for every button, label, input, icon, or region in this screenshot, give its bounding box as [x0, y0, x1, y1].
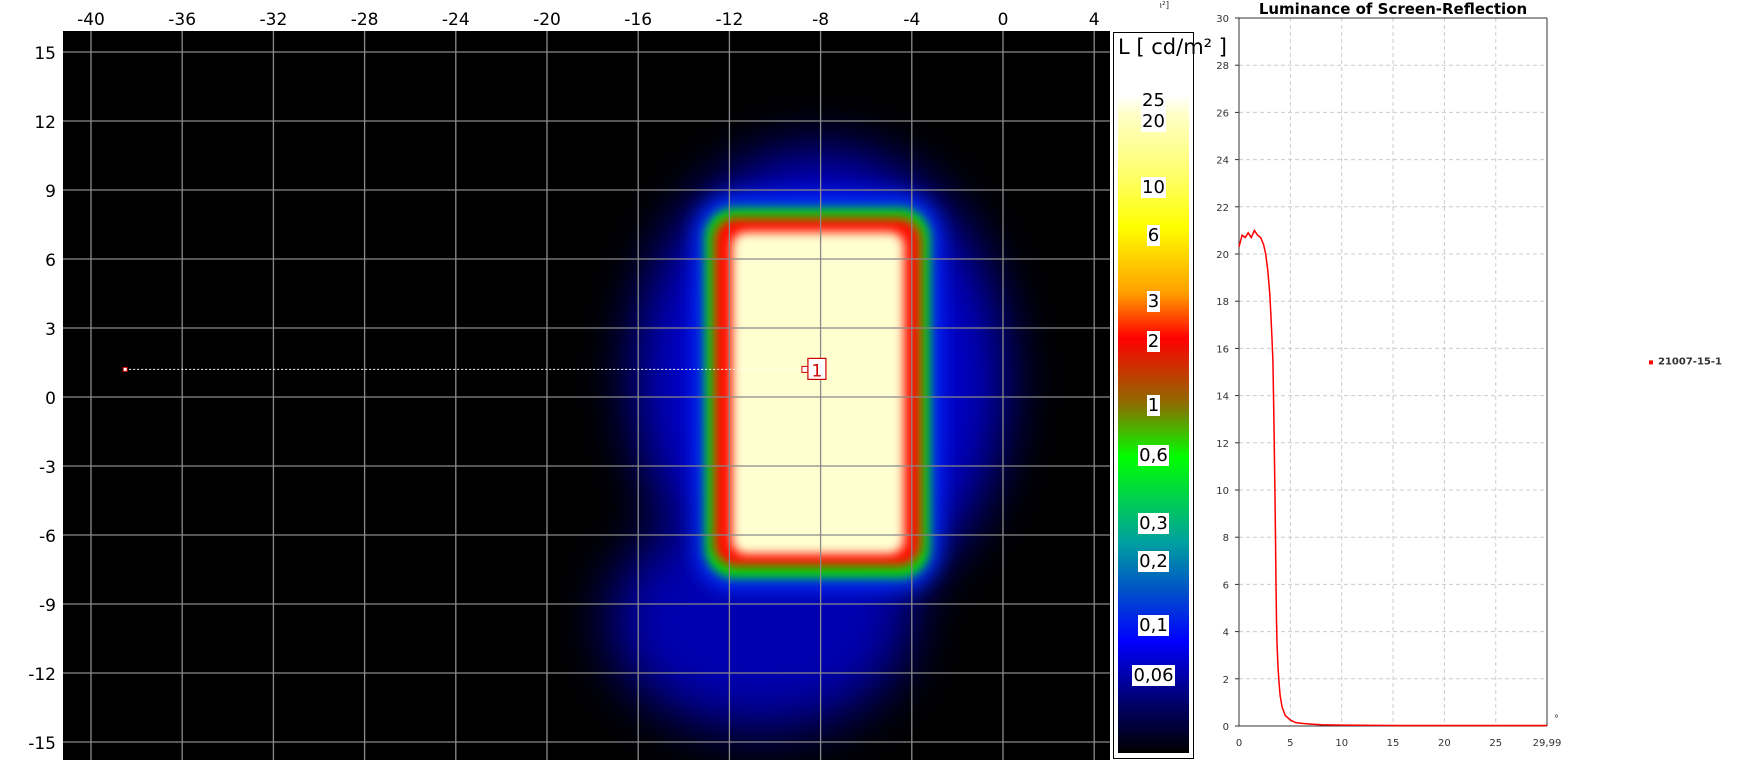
colorbar-label-text: 0,6 — [1138, 445, 1169, 466]
y-tick-label: 6 — [45, 251, 56, 271]
x-tick-label: 29,99 — [1533, 738, 1562, 749]
x-tick-label: 25 — [1489, 738, 1502, 749]
y-tick-label: 26 — [1216, 108, 1229, 119]
colorbar-label-text: 6 — [1146, 225, 1161, 246]
colorbar-label: 0,1 — [1114, 615, 1193, 636]
series-line-21007-15-1 — [1238, 228, 1547, 727]
heatmap-grid — [63, 31, 1110, 760]
line-start-handle[interactable] — [122, 366, 128, 372]
x-tick-label: 0 — [998, 10, 1009, 30]
y-tick-label: 6 — [1223, 580, 1229, 591]
luminance-heatmap: -40 -36 -32 -28 -24 -20 -16 -12 -8 -4 0 415129630-3… — [28, 10, 1110, 760]
y-tick-label: 10 — [1216, 486, 1229, 497]
colorbar-label: 25 — [1114, 90, 1193, 111]
x-tick-label: 20 — [1438, 738, 1451, 749]
x-axis-unit: ° — [1554, 714, 1559, 725]
x-tick-label: -20 — [533, 10, 561, 30]
colorbar-label: 10 — [1114, 177, 1193, 198]
colorbar-label: 2 — [1114, 331, 1193, 352]
y-tick-label: 18 — [1216, 297, 1229, 308]
x-tick-label: 15 — [1387, 738, 1400, 749]
x-tick-label: -12 — [716, 10, 744, 30]
colorbar-label: 6 — [1114, 225, 1193, 246]
y-tick-label: 9 — [45, 182, 56, 202]
colorbar-label-text: 0,1 — [1138, 615, 1169, 636]
colorbar-label-text: 1 — [1146, 395, 1161, 416]
legend-entry: 21007-15-1 — [1658, 356, 1722, 367]
y-axis-label: L[cd/m²] — [1160, 1, 1169, 11]
colorbar-label: 20 — [1114, 111, 1193, 132]
x-tick-label: -4 — [903, 10, 920, 30]
colorbar-label-text: 0,2 — [1138, 551, 1169, 572]
colorbar: L [ cd/m² ] 25 20 10 6 3 2 1 0,6 0,3 0,2 0,1 0,06 — [1113, 32, 1227, 759]
y-tick-label: 24 — [1216, 156, 1229, 167]
colorbar-label: 0,6 — [1114, 445, 1193, 466]
colorbar-label-text: 0,3 — [1138, 513, 1169, 534]
colorbar-label: 1 — [1114, 395, 1193, 416]
y-tick-label: 8 — [1223, 533, 1229, 544]
x-tick-label: -36 — [168, 10, 196, 30]
colorbar-label: 0,06 — [1114, 665, 1193, 686]
y-tick-label: 22 — [1216, 203, 1229, 214]
y-tick-label: 12 — [34, 113, 56, 133]
line-end-handle[interactable] — [801, 365, 809, 373]
y-tick-label: 15 — [34, 44, 56, 64]
y-tick-label: 28 — [1216, 61, 1229, 72]
y-tick-label: 0 — [1223, 722, 1229, 733]
x-tick-label: 5 — [1287, 738, 1293, 749]
x-tick-label: -24 — [442, 10, 470, 30]
measurement-line-1: 1 — [122, 357, 827, 381]
colorbar-gradient — [1118, 95, 1189, 753]
x-tick-label: -32 — [260, 10, 288, 30]
y-tick-label: -15 — [28, 734, 56, 754]
colorbar-label-text: 10 — [1141, 177, 1166, 198]
colorbar-label: 3 — [1114, 291, 1193, 312]
colorbar-label-text: 20 — [1141, 111, 1166, 132]
colorbar-label-text: 25 — [1141, 90, 1166, 111]
y-tick-label: 2 — [1223, 675, 1229, 686]
y-tick-label: -6 — [39, 527, 56, 547]
y-tick-label: 14 — [1216, 392, 1229, 403]
y-tick-label: 20 — [1216, 250, 1229, 261]
colorbar-label-text: 0,06 — [1132, 665, 1175, 686]
colorbar-label-text: 3 — [1146, 291, 1161, 312]
colorbar-label: 0,3 — [1114, 513, 1193, 534]
x-tick-label: -28 — [351, 10, 379, 30]
marker-label: 1 — [812, 361, 823, 381]
colorbar-title: L [ cd/m² ] — [1118, 35, 1227, 59]
y-tick-label: 3 — [45, 320, 56, 340]
colorbar-label: 0,2 — [1114, 551, 1193, 572]
x-tick-label: -40 — [77, 10, 105, 30]
y-tick-label: -3 — [39, 458, 56, 478]
x-tick-label: 0 — [1236, 738, 1242, 749]
y-tick-label: 30 — [1216, 14, 1229, 25]
y-tick-label: -12 — [28, 665, 56, 685]
marker-label-box[interactable] — [807, 357, 827, 380]
y-tick-label: 0 — [45, 389, 56, 409]
x-tick-label: 4 — [1089, 10, 1100, 30]
chart-title: Luminance of Screen-Reflection — [1259, 0, 1527, 18]
y-tick-label: -9 — [39, 596, 56, 616]
legend-swatch — [1649, 360, 1653, 365]
colorbar-label-text: 2 — [1146, 331, 1161, 352]
x-tick-label: 10 — [1335, 738, 1348, 749]
y-tick-label: 16 — [1216, 344, 1229, 355]
x-tick-label: -8 — [812, 10, 829, 30]
y-tick-label: 12 — [1216, 439, 1229, 450]
x-tick-label: -16 — [624, 10, 652, 30]
y-tick-label: 4 — [1223, 628, 1229, 639]
luminance-profile-chart: Luminance of Screen-Reflection L[cd/m²] … — [1160, 0, 1722, 749]
